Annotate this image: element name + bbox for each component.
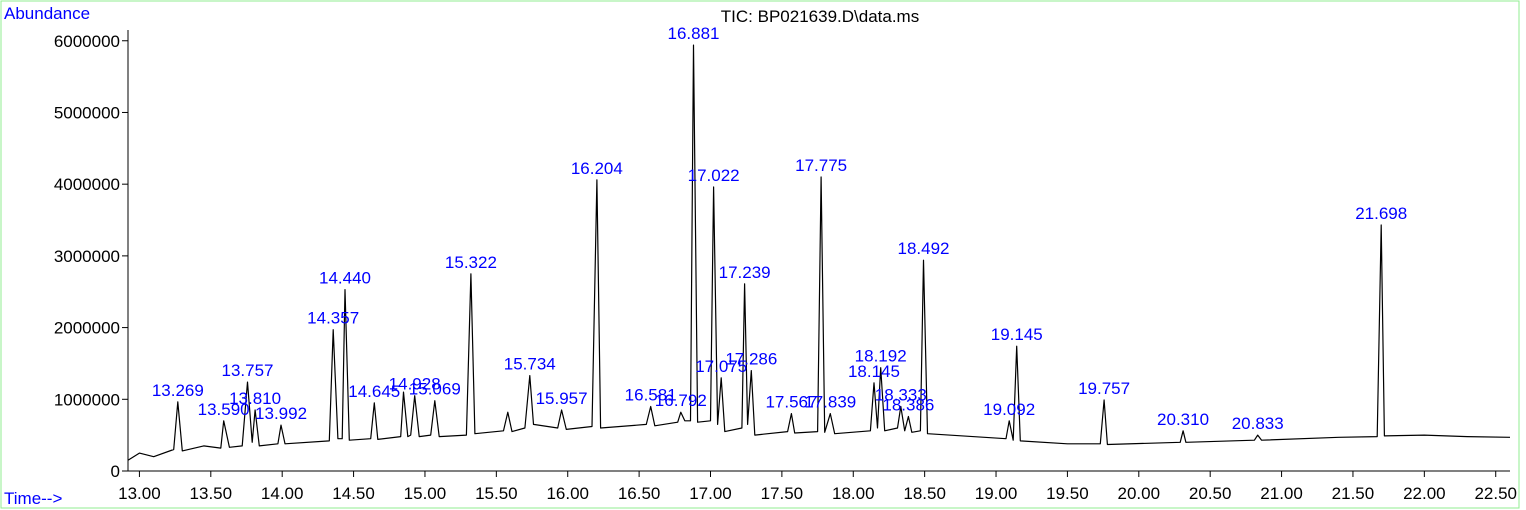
x-tick-label: 22.50 [1474,484,1517,503]
peak-label: 13.992 [255,404,307,423]
peak-label: 14.440 [319,269,371,288]
x-tick-label: 16.50 [618,484,661,503]
peak-label: 20.833 [1232,414,1284,433]
y-tick-label: 1000000 [54,390,120,409]
y-axis-label: Abundance [4,4,90,23]
peak-label: 17.567 [765,393,817,412]
chart-title: TIC: BP021639.D\data.ms [721,7,919,26]
x-tick-label: 20.00 [1118,484,1161,503]
peak-label: 18.333 [875,385,927,404]
peak-label: 16.581 [625,385,677,404]
x-tick-label: 15.00 [404,484,447,503]
peak-label: 16.881 [668,24,720,43]
x-tick-label: 21.00 [1260,484,1303,503]
x-tick-label: 15.50 [475,484,518,503]
x-tick-label: 17.00 [689,484,732,503]
peak-label: 15.734 [504,355,556,374]
peak-label: 19.145 [991,325,1043,344]
x-tick-label: 20.50 [1189,484,1232,503]
peak-label: 13.590 [198,400,250,419]
x-tick-label: 14.00 [261,484,304,503]
peak-label: 14.928 [389,375,441,394]
peak-label: 18.145 [848,362,900,381]
peak-label: 19.757 [1078,379,1130,398]
x-axis-label: Time--> [4,489,62,508]
x-tick-label: 13.50 [190,484,233,503]
x-tick-label: 18.00 [832,484,875,503]
peak-label: 17.022 [688,166,740,185]
tic-trace [127,44,1511,461]
peak-label: 13.269 [152,381,204,400]
x-tick-label: 17.50 [761,484,804,503]
y-tick-label: 5000000 [54,103,120,122]
y-tick-label: 4000000 [54,175,120,194]
x-tick-label: 19.50 [1046,484,1089,503]
peak-label: 20.310 [1157,410,1209,429]
peak-label: 18.492 [898,239,950,258]
peak-label: 15.957 [536,389,588,408]
y-tick-label: 2000000 [54,319,120,338]
peak-label: 18.192 [855,347,907,366]
peak-label: 15.069 [409,380,461,399]
peak-label: 21.698 [1355,204,1407,223]
peak-label: 17.775 [795,156,847,175]
peak-label: 15.322 [445,253,497,272]
x-tick-label: 19.00 [975,484,1018,503]
peak-label: 18.386 [882,396,934,415]
x-tick-label: 16.00 [546,484,589,503]
peak-label: 16.792 [655,391,707,410]
peak-label: 19.092 [983,400,1035,419]
peak-label: 14.645 [348,382,400,401]
peak-label: 13.757 [221,361,273,380]
peak-label: 16.204 [571,159,623,178]
peak-label: 17.239 [719,263,771,282]
x-tick-label: 14.50 [332,484,375,503]
x-tick-label: 13.00 [118,484,161,503]
peak-label: 17.286 [725,350,777,369]
y-tick-label: 6000000 [54,32,120,51]
peak-label: 17.075 [695,357,747,376]
peak-label: 14.357 [307,309,359,328]
x-tick-label: 18.50 [903,484,946,503]
y-tick-label: 0 [111,462,120,481]
y-tick-label: 3000000 [54,247,120,266]
peak-label: 13.810 [229,389,281,408]
peak-label: 17.839 [804,393,856,412]
x-tick-label: 21.50 [1332,484,1375,503]
x-tick-label: 22.00 [1403,484,1446,503]
